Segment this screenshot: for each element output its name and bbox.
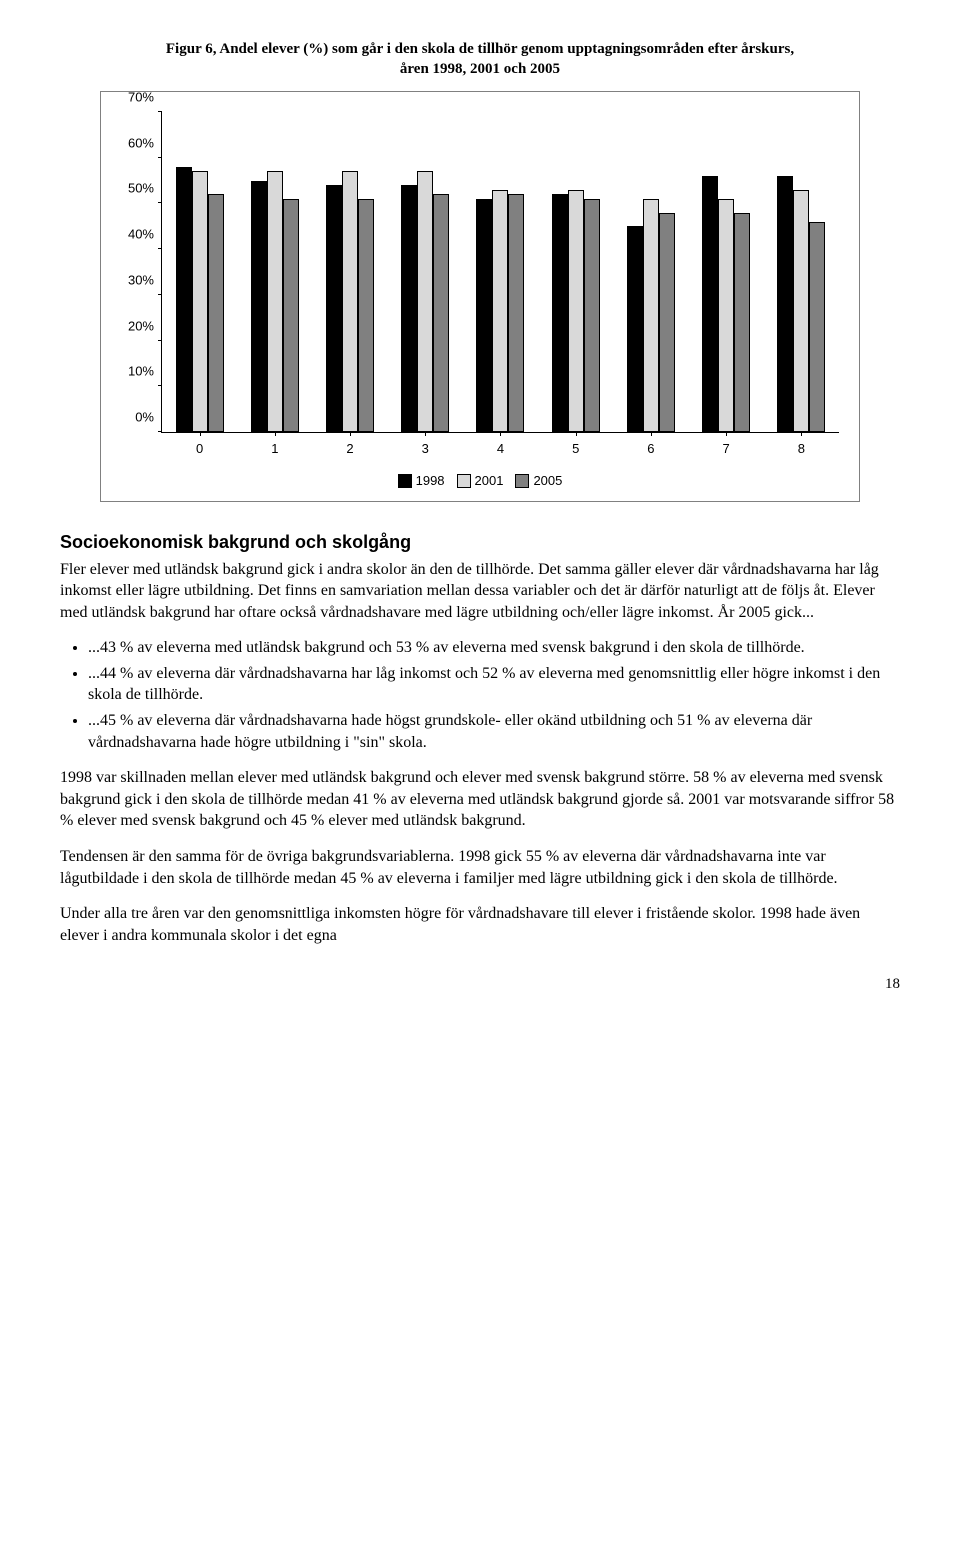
list-item: ...43 % av eleverna med utländsk bakgrun… (88, 637, 900, 659)
x-axis-tick (200, 432, 201, 436)
bar (326, 185, 342, 432)
x-axis-label: 5 (538, 441, 613, 456)
bar (793, 190, 809, 432)
y-axis-label: 30% (112, 272, 154, 287)
bar (508, 194, 524, 432)
legend-label: 2005 (533, 473, 562, 488)
legend-label: 2001 (475, 473, 504, 488)
legend-swatch (398, 474, 412, 488)
bar (192, 171, 208, 432)
figure-title: Figur 6, Andel elever (%) som går i den … (60, 40, 900, 79)
y-axis-label: 20% (112, 318, 154, 333)
x-axis-label: 0 (162, 441, 237, 456)
y-axis-label: 70% (112, 90, 154, 105)
legend-swatch (457, 474, 471, 488)
x-axis-label: 4 (463, 441, 538, 456)
bar (552, 194, 568, 432)
bar-group: 7 (689, 112, 764, 432)
bar-group: 2 (312, 112, 387, 432)
x-axis-tick (726, 432, 727, 436)
x-axis-label: 8 (764, 441, 839, 456)
figure-title-line2: åren 1998, 2001 och 2005 (400, 61, 560, 77)
x-axis-label: 1 (237, 441, 312, 456)
x-axis-label: 7 (689, 441, 764, 456)
x-axis-tick (801, 432, 802, 436)
bar-groups: 012345678 (162, 112, 839, 432)
chart-plot-area: 012345678 0%10%20%30%40%50%60%70% (161, 112, 839, 433)
x-axis-label: 6 (613, 441, 688, 456)
bar (777, 176, 793, 432)
bar (568, 190, 584, 432)
x-axis-tick (425, 432, 426, 436)
page-number: 18 (60, 976, 900, 993)
bar (643, 199, 659, 432)
paragraph-2: 1998 var skillnaden mellan elever med ut… (60, 767, 900, 832)
list-item: ...44 % av eleverna där vårdnadshavarna … (88, 663, 900, 706)
paragraph-4: Under alla tre åren var den genomsnittli… (60, 903, 900, 946)
bar-group: 0 (162, 112, 237, 432)
bar (734, 213, 750, 432)
bar-group: 1 (237, 112, 312, 432)
bar (251, 181, 267, 432)
legend-swatch (515, 474, 529, 488)
bar (342, 171, 358, 432)
bar (433, 194, 449, 432)
y-axis-label: 50% (112, 181, 154, 196)
bar-group: 5 (538, 112, 613, 432)
bar (476, 199, 492, 432)
x-axis-label: 2 (312, 441, 387, 456)
bar (584, 199, 600, 432)
bar (267, 171, 283, 432)
x-axis-tick (275, 432, 276, 436)
bar-chart: 012345678 0%10%20%30%40%50%60%70% 199820… (100, 91, 860, 502)
x-axis-tick (350, 432, 351, 436)
bar-group: 4 (463, 112, 538, 432)
legend-label: 1998 (416, 473, 445, 488)
bar (208, 194, 224, 432)
bar (283, 199, 299, 432)
y-axis-tick (158, 248, 162, 249)
y-axis-tick (158, 294, 162, 295)
bar (718, 199, 734, 432)
list-item: ...45 % av eleverna där vårdnadshavarna … (88, 710, 900, 753)
bar (401, 185, 417, 432)
bullet-list: ...43 % av eleverna med utländsk bakgrun… (60, 637, 900, 753)
bar-group: 3 (388, 112, 463, 432)
y-axis-tick (158, 385, 162, 386)
y-axis-tick (158, 111, 162, 112)
bar-group: 8 (764, 112, 839, 432)
y-axis-label: 40% (112, 227, 154, 242)
x-axis-label: 3 (388, 441, 463, 456)
legend-item: 1998 (398, 473, 445, 488)
bar (358, 199, 374, 432)
x-axis-tick (576, 432, 577, 436)
bar (627, 226, 643, 432)
paragraph-3: Tendensen är den samma för de övriga bak… (60, 846, 900, 889)
x-axis-tick (500, 432, 501, 436)
bar-group: 6 (613, 112, 688, 432)
y-axis-tick (158, 431, 162, 432)
y-axis-label: 10% (112, 364, 154, 379)
y-axis-tick (158, 340, 162, 341)
chart-legend: 1998 2001 2005 (111, 473, 849, 491)
bar (809, 222, 825, 432)
figure-title-line1: Figur 6, Andel elever (%) som går i den … (166, 41, 794, 57)
x-axis-tick (651, 432, 652, 436)
legend-item: 2001 (457, 473, 504, 488)
bar (492, 190, 508, 432)
section-heading: Socioekonomisk bakgrund och skolgång (60, 532, 900, 553)
bar (659, 213, 675, 432)
y-axis-label: 60% (112, 135, 154, 150)
y-axis-tick (158, 157, 162, 158)
y-axis-label: 0% (112, 410, 154, 425)
bar (417, 171, 433, 432)
legend-item: 2005 (515, 473, 562, 488)
bar (176, 167, 192, 432)
paragraph-1: Fler elever med utländsk bakgrund gick i… (60, 559, 900, 624)
bar (702, 176, 718, 432)
y-axis-tick (158, 202, 162, 203)
